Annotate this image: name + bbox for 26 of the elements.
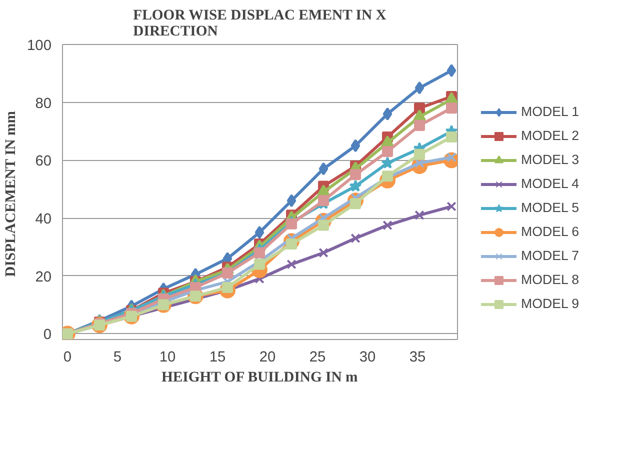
y-axis-title: DISPLACEMENT IN mm [3,111,20,277]
legend-label: MODEL 1 [520,104,580,119]
y-tick-label: 60 [35,154,52,170]
x-tick-label: 5 [113,350,122,366]
x-tick-label: 35 [409,350,426,366]
y-tick-label: 20 [35,269,52,286]
y-tick-label: 40 [35,212,52,228]
legend-label: MODEL 7 [520,248,580,263]
x-tick-label: 10 [159,350,176,366]
legend-label: MODEL 4 [520,176,580,191]
legend-label: MODEL 3 [520,152,580,167]
chart-title: FLOOR WISE DISPLAC EMENT IN X DIRECTION [133,8,387,40]
x-tick-label: 25 [309,350,326,366]
y-tick-label: 100 [27,38,52,54]
x-tick-label: 0 [63,350,72,366]
legend-label: MODEL 6 [520,224,580,239]
y-tick-label: 80 [35,96,52,112]
legend-label: MODEL 8 [520,272,580,287]
x-axis-title: HEIGHT OF BUILDING IN m [161,370,358,386]
x-tick-label: 30 [359,350,376,366]
legend-label: MODEL 2 [520,128,580,143]
x-tick-label: 15 [209,350,226,366]
legend-label: MODEL 9 [520,296,580,311]
y-tick-label: 0 [43,327,52,344]
x-tick-label: 20 [259,350,276,366]
legend-label: MODEL 5 [520,200,580,215]
